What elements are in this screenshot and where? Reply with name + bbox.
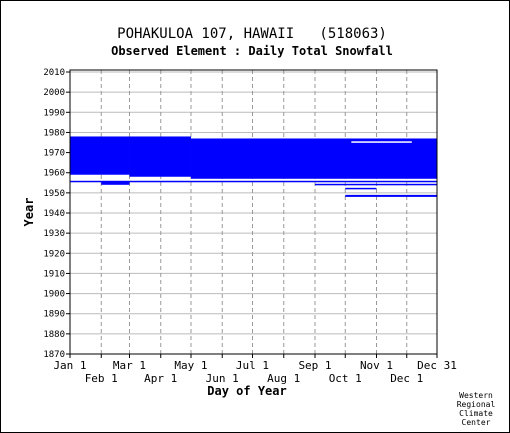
x-tick-label-nov-1: Nov 1	[360, 359, 393, 372]
record-gap-0	[351, 141, 412, 143]
y-tick-label-2000: 2000	[43, 88, 65, 98]
x-tick-label-dec-31: Dec 31	[417, 359, 457, 372]
y-tick-label-2010: 2010	[43, 68, 65, 78]
y-tick-label-1990: 1990	[43, 108, 65, 118]
chart-title: POHAKULOA 107, HAWAII (518063)	[117, 26, 387, 42]
data-records	[70, 136, 437, 197]
x-tick-label-sep-1: Sep 1	[298, 359, 331, 372]
credit-line-climate: Climate	[459, 409, 493, 418]
x-axis-ticks: Jan 1 Mar 1 May 1 Jul 1 Sep 1 Nov 1 Dec 31 Feb …	[53, 354, 457, 385]
grid-lines	[70, 70, 437, 355]
x-tick-label-mar-1: Mar 1	[113, 359, 146, 372]
credit-line-regional: Regional	[457, 400, 496, 409]
x-tick-label-dec-1: Dec 1	[390, 372, 423, 385]
y-tick-label-1960: 1960	[43, 169, 65, 179]
y-tick-label-1880: 1880	[43, 330, 65, 340]
x-tick-label-feb-1: Feb 1	[85, 372, 118, 385]
x-tick-label-oct-1: Oct 1	[329, 372, 362, 385]
y-tick-label-1930: 1930	[43, 229, 65, 239]
record-bar-4	[101, 181, 130, 185]
record-bar-1	[129, 136, 191, 177]
y-tick-label-1970: 1970	[43, 149, 65, 159]
y-axis-label: Year	[22, 198, 36, 227]
x-tick-label-may-1: May 1	[174, 359, 207, 372]
record-bar-3	[70, 180, 437, 183]
plot-area	[69, 69, 438, 355]
y-axis-ticks: 2010 2000 1990 1980 1970 1960 1950 1940 1930 1920…	[43, 68, 70, 360]
x-tick-label-jan-1: Jan 1	[53, 359, 86, 372]
record-bar-7	[345, 194, 437, 197]
record-bar-0	[70, 136, 130, 175]
y-tick-label-1980: 1980	[43, 128, 65, 138]
y-tick-label-1910: 1910	[43, 269, 65, 279]
y-tick-label-1920: 1920	[43, 249, 65, 259]
record-bar-2	[190, 138, 437, 179]
record-bar-6	[345, 187, 377, 190]
credit-line-western: Western	[459, 391, 493, 400]
credit-line-center: Center	[462, 418, 491, 427]
chart-subtitle: Observed Element : Daily Total Snowfall	[111, 44, 393, 58]
y-tick-label-1870: 1870	[43, 350, 65, 360]
y-tick-label-1900: 1900	[43, 290, 65, 300]
x-tick-label-jun-1: Jun 1	[206, 372, 239, 385]
y-tick-label-1950: 1950	[43, 189, 65, 199]
y-tick-label-1890: 1890	[43, 310, 65, 320]
x-tick-label-jul-1: Jul 1	[236, 359, 269, 372]
x-tick-label-apr-1: Apr 1	[144, 372, 177, 385]
record-bar-5	[315, 183, 437, 186]
y-tick-label-1940: 1940	[43, 209, 65, 219]
x-tick-label-aug-1: Aug 1	[267, 372, 300, 385]
x-axis-label: Day of Year	[207, 384, 286, 398]
